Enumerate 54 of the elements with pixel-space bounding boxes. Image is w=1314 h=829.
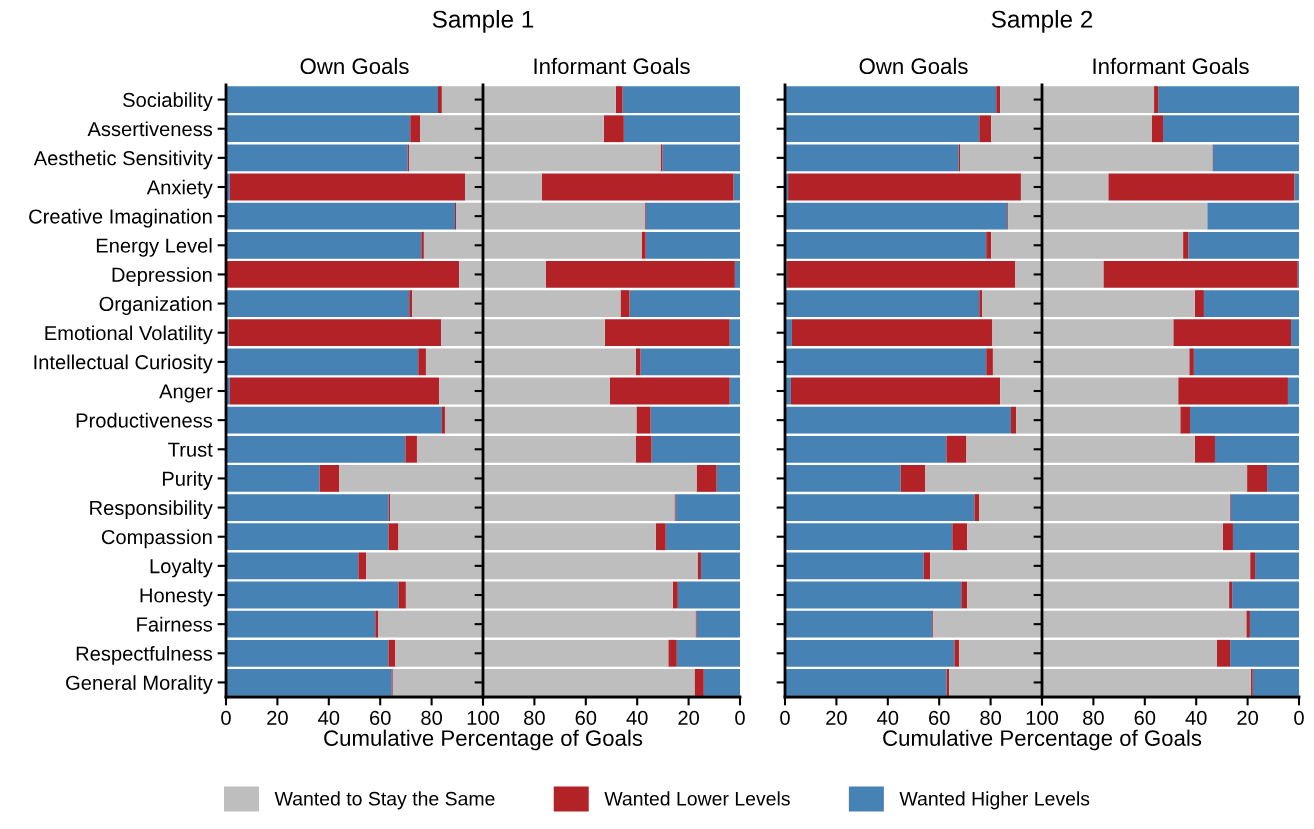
y-tick-label: Compassion [101, 529, 212, 549]
y-tick-label: Anger [159, 384, 213, 403]
chart-subtitle: Own Goals [300, 57, 409, 75]
y-tick-label: Productiveness [76, 412, 213, 428]
y-tick-label: Purity [162, 471, 213, 490]
y-tick-label: Assertiveness [87, 121, 213, 137]
x-tick-label: 20 [826, 710, 847, 725]
x-tick-label: 80 [524, 710, 545, 725]
x-tick-label: 20 [267, 710, 288, 725]
x-tick-label: 100 [467, 710, 500, 725]
x-tick-label: 60 [575, 710, 597, 725]
x-tick-label: 80 [421, 710, 443, 725]
legend-label: Wanted Higher Levels [899, 791, 1090, 810]
x-axis-title: Cumulative Percentage of Goals [324, 729, 643, 751]
x-tick-label: 0 [221, 710, 231, 725]
x-axis-title: Cumulative Percentage of Goals [883, 729, 1202, 751]
x-tick-label: 40 [1185, 710, 1207, 725]
x-tick-label: 60 [370, 710, 391, 725]
y-tick-label: Trust [168, 442, 213, 457]
legend-label: Wanted to Stay the Same [274, 791, 495, 810]
y-tick-label: Aesthetic Sensitivity [33, 150, 213, 170]
chart-subtitle: Own Goals [859, 57, 968, 75]
y-tick-label: Sociability [123, 92, 213, 112]
x-tick-label: 20 [1237, 710, 1259, 725]
x-tick-label: 40 [626, 710, 648, 725]
x-tick-label: 0 [1294, 710, 1304, 725]
x-tick-label: 20 [678, 710, 700, 725]
x-tick-label: 60 [929, 710, 950, 725]
x-tick-label: 0 [780, 710, 790, 725]
y-tick-label: Creative Imagination [29, 208, 212, 228]
y-tick-label: Anxiety [146, 179, 213, 199]
x-tick-label: 40 [318, 710, 340, 725]
chart-subtitle: Informant Goals [1093, 57, 1249, 75]
y-tick-label: Honesty [140, 588, 213, 607]
chart-title: Sample 1 [432, 10, 534, 33]
x-tick-label: 80 [980, 710, 1002, 725]
y-tick-label: Fairness [137, 616, 213, 632]
y-tick-label: Emotional Volatility [45, 325, 213, 345]
y-tick-label: Respectfulness [76, 645, 213, 665]
x-tick-label: 80 [1083, 710, 1104, 725]
y-tick-label: Organization [99, 296, 212, 316]
y-tick-label: Energy Level [96, 237, 212, 257]
y-tick-label: General Morality [66, 675, 213, 694]
y-tick-label: Loyalty [150, 558, 213, 578]
x-tick-label: 0 [735, 710, 745, 725]
y-tick-label: Responsibility [90, 500, 213, 520]
chart-subtitle: Informant Goals [534, 57, 690, 75]
y-tick-label: Depression [112, 267, 212, 286]
x-tick-label: 40 [877, 710, 899, 725]
x-tick-label: 100 [1026, 710, 1059, 725]
legend-label: Wanted Lower Levels [604, 791, 790, 806]
x-tick-label: 60 [1134, 710, 1156, 725]
chart-title: Sample 2 [991, 10, 1093, 33]
y-tick-label: Intellectual Curiosity [34, 354, 213, 374]
